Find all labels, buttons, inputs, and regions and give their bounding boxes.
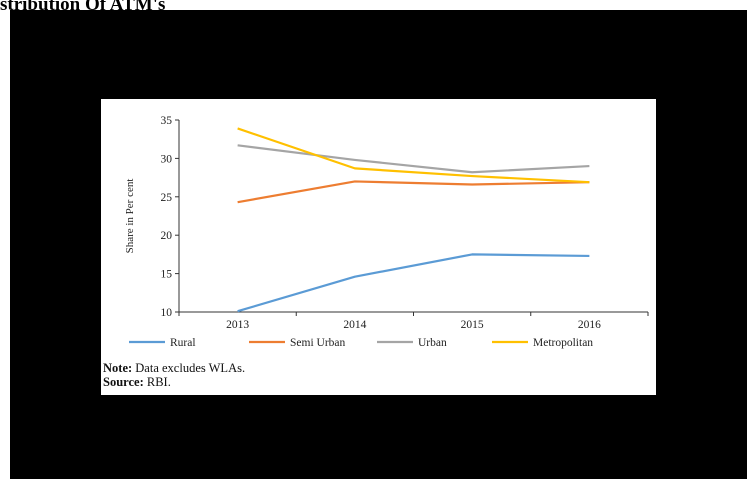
series-line — [237, 180, 590, 204]
source-label: Source: — [103, 375, 144, 389]
x-tick-label: 2013 — [226, 319, 249, 331]
y-tick-label: 10 — [161, 307, 173, 319]
chart-axes: 10 15 20 25 30 35 2013 2014 2015 2016 Share in Per… — [124, 115, 649, 331]
legend-label: Metropolitan — [533, 337, 593, 349]
x-tick-label: 2015 — [461, 319, 484, 331]
chart-note: Note: Data excludes WLAs. — [103, 361, 245, 376]
series-line — [237, 144, 590, 174]
source-text: RBI. — [146, 375, 171, 389]
y-tick-label: 30 — [161, 153, 173, 165]
x-tick-label: 2014 — [343, 319, 366, 331]
legend-label: Rural — [170, 337, 196, 349]
y-tick-label: 15 — [161, 269, 173, 281]
legend-label: Semi Urban — [290, 337, 346, 349]
note-label: Note: — [103, 361, 133, 375]
chart-panel — [101, 99, 656, 395]
x-tick-label: 2016 — [578, 319, 601, 331]
series-line — [237, 253, 590, 313]
y-tick-label: 25 — [161, 192, 173, 204]
y-tick-label: 35 — [161, 115, 173, 127]
y-tick-label: 20 — [161, 230, 173, 242]
chart-source: Source: RBI. — [103, 375, 171, 390]
series-line — [237, 127, 590, 184]
note-text: Data excludes WLAs. — [135, 361, 246, 375]
chart-series — [237, 127, 590, 313]
y-axis-label: Share in Per cent — [124, 179, 136, 254]
legend-label: Urban — [418, 337, 447, 349]
chart-legend: Rural Semi Urban Urban Metropolitan — [129, 337, 593, 349]
